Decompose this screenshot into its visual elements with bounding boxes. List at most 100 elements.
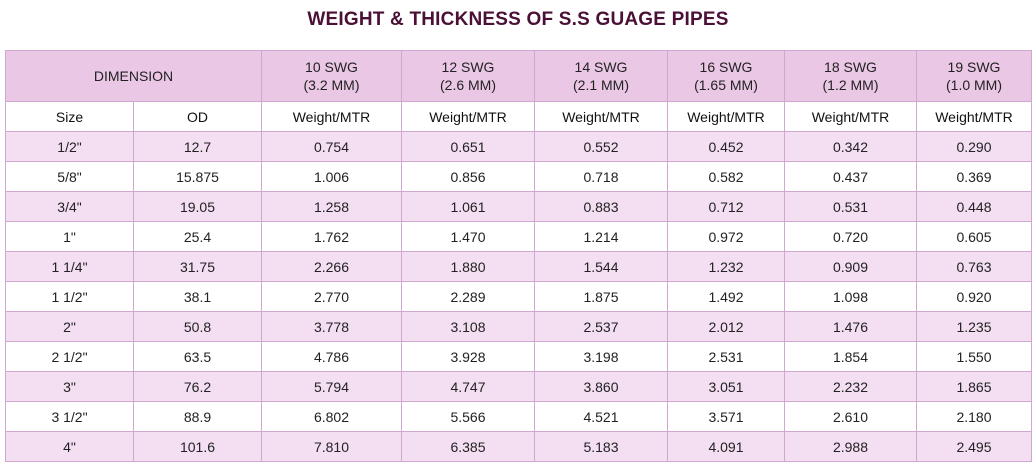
- weight-cell: 2.610: [784, 401, 917, 432]
- weight-cell: 0.448: [916, 191, 1032, 222]
- pipe-weight-table: DIMENSION 10 SWG (3.2 MM) 12 SWG (2.6 MM) …: [5, 50, 1032, 462]
- od-cell: 31.75: [133, 251, 262, 282]
- od-cell: 101.6: [133, 431, 262, 462]
- column-header-weight: Weight/MTR: [401, 101, 535, 132]
- weight-cell: 0.909: [784, 251, 917, 282]
- od-cell: 25.4: [133, 221, 262, 252]
- gauge-mm: (2.1 MM): [573, 77, 629, 93]
- weight-cell: 5.566: [401, 401, 535, 432]
- size-cell: 1 1/2": [5, 281, 134, 312]
- weight-cell: 1.470: [401, 221, 535, 252]
- size-cell: 2 1/2": [5, 341, 134, 372]
- size-cell: 3/4": [5, 191, 134, 222]
- weight-cell: 1.476: [784, 311, 917, 342]
- weight-cell: 2.232: [784, 371, 917, 402]
- gauge-swg: 12 SWG: [441, 59, 495, 75]
- weight-cell: 0.754: [261, 131, 402, 162]
- weight-cell: 7.810: [261, 431, 402, 462]
- gauge-header-18swg: 18 SWG (1.2 MM): [784, 50, 917, 102]
- gauge-swg: 16 SWG: [699, 59, 753, 75]
- weight-cell: 5.794: [261, 371, 402, 402]
- gauge-swg: 19 SWG: [947, 59, 1001, 75]
- weight-cell: 3.051: [667, 371, 785, 402]
- size-cell: 1": [5, 221, 134, 252]
- od-cell: 15.875: [133, 161, 262, 192]
- weight-cell: 0.720: [784, 221, 917, 252]
- table-row: 2" 50.8 3.778 3.108 2.537 2.012 1.476 1.235: [5, 311, 1032, 342]
- weight-cell: 1.232: [667, 251, 785, 282]
- gauge-header-10swg: 10 SWG (3.2 MM): [261, 50, 402, 102]
- weight-cell: 1.544: [534, 251, 668, 282]
- gauge-header-14swg: 14 SWG (2.1 MM): [534, 50, 668, 102]
- weight-cell: 0.763: [916, 251, 1032, 282]
- table-row: 3 1/2" 88.9 6.802 5.566 4.521 3.571 2.610 2.180: [5, 401, 1032, 432]
- weight-cell: 4.747: [401, 371, 535, 402]
- weight-cell: 3.198: [534, 341, 668, 372]
- weight-cell: 0.712: [667, 191, 785, 222]
- od-cell: 88.9: [133, 401, 262, 432]
- gauge-mm: (3.2 MM): [303, 77, 360, 93]
- table-row: 4" 101.6 7.810 6.385 5.183 4.091 2.988 2.495: [5, 431, 1032, 462]
- weight-cell: 0.651: [401, 131, 535, 162]
- weight-cell: 2.988: [784, 431, 917, 462]
- weight-cell: 1.550: [916, 341, 1032, 372]
- weight-cell: 0.856: [401, 161, 535, 192]
- od-cell: 76.2: [133, 371, 262, 402]
- weight-cell: 0.552: [534, 131, 668, 162]
- weight-cell: 1.854: [784, 341, 917, 372]
- weight-cell: 4.521: [534, 401, 668, 432]
- weight-cell: 3.108: [401, 311, 535, 342]
- column-header-weight: Weight/MTR: [667, 101, 785, 132]
- weight-cell: 3.860: [534, 371, 668, 402]
- weight-cell: 1.214: [534, 221, 668, 252]
- size-cell: 1 1/4": [5, 251, 134, 282]
- weight-cell: 2.180: [916, 401, 1032, 432]
- weight-cell: 4.091: [667, 431, 785, 462]
- table-row: 1 1/2" 38.1 2.770 2.289 1.875 1.492 1.098 0.920: [5, 281, 1032, 312]
- weight-cell: 3.928: [401, 341, 535, 372]
- weight-cell: 1.880: [401, 251, 535, 282]
- weight-cell: 2.531: [667, 341, 785, 372]
- weight-cell: 1.875: [534, 281, 668, 312]
- od-cell: 19.05: [133, 191, 262, 222]
- weight-cell: 0.920: [916, 281, 1032, 312]
- column-header-weight: Weight/MTR: [534, 101, 668, 132]
- size-cell: 3 1/2": [5, 401, 134, 432]
- weight-cell: 0.369: [916, 161, 1032, 192]
- weight-cell: 1.492: [667, 281, 785, 312]
- table-row: 1" 25.4 1.762 1.470 1.214 0.972 0.720 0.605: [5, 221, 1032, 252]
- gauge-header-row: DIMENSION 10 SWG (3.2 MM) 12 SWG (2.6 MM) …: [5, 50, 1032, 102]
- table-row: 2 1/2" 63.5 4.786 3.928 3.198 2.531 1.854 1.550: [5, 341, 1032, 372]
- weight-cell: 3.571: [667, 401, 785, 432]
- weight-cell: 5.183: [534, 431, 668, 462]
- size-cell: 2": [5, 311, 134, 342]
- weight-cell: 2.495: [916, 431, 1032, 462]
- column-header-weight: Weight/MTR: [261, 101, 402, 132]
- weight-cell: 0.883: [534, 191, 668, 222]
- column-header-weight: Weight/MTR: [784, 101, 917, 132]
- od-cell: 63.5: [133, 341, 262, 372]
- table-row: 1 1/4" 31.75 2.266 1.880 1.544 1.232 0.909 0.76…: [5, 251, 1032, 282]
- weight-cell: 2.289: [401, 281, 535, 312]
- weight-cell: 6.385: [401, 431, 535, 462]
- gauge-mm: (1.0 MM): [946, 77, 1002, 93]
- weight-cell: 1.061: [401, 191, 535, 222]
- gauge-mm: (2.6 MM): [440, 77, 496, 93]
- column-header-size: Size: [5, 101, 134, 132]
- weight-cell: 1.762: [261, 221, 402, 252]
- weight-cell: 1.098: [784, 281, 917, 312]
- weight-cell: 0.290: [916, 131, 1032, 162]
- weight-cell: 0.531: [784, 191, 917, 222]
- gauge-swg: 14 SWG: [574, 59, 628, 75]
- weight-cell: 1.258: [261, 191, 402, 222]
- od-cell: 38.1: [133, 281, 262, 312]
- weight-cell: 2.537: [534, 311, 668, 342]
- table-row: 3/4" 19.05 1.258 1.061 0.883 0.712 0.531 0.448: [5, 191, 1032, 222]
- gauge-swg: 10 SWG: [305, 59, 358, 75]
- weight-cell: 4.786: [261, 341, 402, 372]
- gauge-swg: 18 SWG: [824, 59, 877, 75]
- table-row: 5/8" 15.875 1.006 0.856 0.718 0.582 0.437 0.369: [5, 161, 1032, 192]
- weight-cell: 2.266: [261, 251, 402, 282]
- gauge-mm: (1.65 MM): [694, 77, 758, 93]
- weight-cell: 6.802: [261, 401, 402, 432]
